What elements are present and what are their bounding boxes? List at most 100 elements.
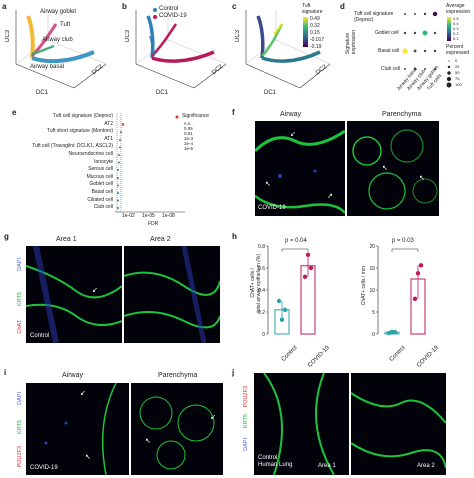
arrow-icon: ↙ [290,131,296,138]
dotplot-leg1-t5: 0.1 [453,36,459,41]
dotplot-leg1-t2: 0.4 [453,21,459,26]
data-point [308,265,314,271]
enrichment-plot [115,113,185,213]
enrich-row: Mucous cell [86,173,113,180]
dotplot-legend1-title: Average expression [446,3,471,15]
panel-letter-h: h [232,232,237,241]
channel-g-chat: ChAT [17,320,23,334]
dotplot-leg1-t4: 0.2 [453,31,459,36]
dotplot-dots [402,11,438,71]
arrow-icon: ↗ [327,193,333,200]
panel-i-covid-label: COVID-19 [30,465,58,471]
data-point [305,252,311,257]
h-left-x-covid: COVID-19 [307,345,331,369]
arrow-icon: ↖ [145,438,151,445]
enrich-row: Serous cell [88,166,113,173]
label-airway-goblet: Airway goblet [40,9,77,15]
data-point [302,274,308,279]
h-left-ylabel: ChAT+ cells / total airway epithelium (%… [250,254,262,313]
data-point [282,307,288,312]
enrichment-row-labels: Tuft cell signature (Deprez) AT2 Tuft sh… [0,113,113,212]
panel-letter-e: e [12,108,17,117]
y-tick-label: 0.8 [258,244,265,250]
arrow-icon: ↖ [85,454,91,461]
micrograph-j-area2 [351,373,446,475]
data-point [276,298,282,304]
arrow-icon: ↙ [92,287,98,294]
axis-a-dc1: DC1 [36,90,49,96]
h-left-pvalue: p = 0.04 [285,238,307,244]
panel-f-covid-label: COVID-19 [258,205,286,211]
axis-a-dc3: DC3 [5,30,11,43]
legend-b-covid: COVID-19 [159,13,187,19]
enrich-row: Tuft cell signature (Deprez) [52,113,113,119]
arrow-icon: ↙ [210,414,216,421]
data-point [415,271,421,276]
legend-b-control-marker [153,8,157,12]
legend-c-tick-4: -0.017 [310,37,325,43]
h-right-ylabel: ChAT+ cells / mm [361,266,367,306]
panel-letter-i: i [4,368,7,377]
significance-bracket [281,248,309,252]
dotplot-leg2-t4: 75 [455,76,460,81]
channel-g-krt5: KRT5 [17,292,23,306]
enrich-row: AT2 [104,120,113,127]
channel-i-pou2f3: POU2F3 [17,446,23,468]
panel-h-bars: 0 0.2 0.4 0.6 0.8 0 5 10 15 20 [258,244,426,338]
arrow-icon: ↖ [265,181,271,188]
label-tuft: Tuft [60,22,71,28]
h-right-x-covid: COVID-19 [416,345,440,369]
data-point [392,330,398,335]
panel-letter-c: c [232,2,237,11]
arrow-icon: ↖ [419,175,425,182]
panel-letter-g: g [4,232,9,241]
panel-letter-a: a [2,2,7,11]
data-point [279,317,285,322]
y-tick-label: 10 [369,288,375,294]
y-tick-label: 15 [369,266,375,272]
dotplot-row-basal: Basal cell [378,48,400,54]
legend-c-tick-3: 0.15 [310,30,320,36]
enrich-xtick-2: 1e-05 [142,213,155,219]
dotplot-legend2-dots [446,60,452,88]
panel-c-scatter [245,10,331,89]
panel-b-scatter [135,10,227,89]
panel-letter-d: d [340,2,345,11]
micrograph-i-airway [26,383,129,475]
enrich-row: Tuft short signature (Montoro) [47,128,113,135]
legend-c-colorbar [303,17,308,47]
data-point [418,263,424,268]
enrich-row: Goblet cell [89,181,113,188]
panel-g-title-area2: Area 2 [150,236,171,243]
legend-c-tick-1: 0.49 [310,16,320,22]
dotplot-legend1-colorbar [447,17,451,41]
legend-item: 0.05 [184,126,193,131]
dotplot-ylabel: Signature expression [345,30,357,55]
enrich-xtick-1: 1e-02 [122,213,135,219]
enrich-legend-title: Significance [182,113,209,119]
dotplot-leg2-t2: 25 [455,64,460,69]
enrich-row: AT1 [104,135,113,142]
enrich-row: Neuroendocrine cell [68,150,113,157]
panel-a-scatter [15,10,107,89]
panel-g-title-area1: Area 1 [56,236,77,243]
dotplot-leg2-t1: 0 [455,58,458,63]
dotplot-row-tuft-deprez: Tuft cell signature (Deprez) [354,11,394,23]
micrograph-f-parenchyma [347,121,439,216]
legend-item: 0.01 [184,131,193,136]
panel-letter-b: b [122,2,127,11]
channel-j-dapi: DAPI [243,438,249,451]
micrograph-g-area1 [26,246,122,343]
h-right-pvalue: p = 0.03 [392,238,414,244]
legend-item: 1e-3 [184,136,194,141]
panel-j-area2: Area 2 [417,463,435,469]
channel-i-krt5: KRT5 [17,420,23,434]
enrich-xlabel: FDR [148,221,159,227]
axis-b-dc3: DC3 [125,30,131,43]
channel-j-pou2f3: POU2F3 [243,386,249,408]
panel-letter-f: f [232,108,235,117]
legend-c-tick-5: -0.19 [310,44,322,50]
label-airway-club: Airway club [42,37,73,43]
axis-c-dc1: DC1 [264,90,277,96]
legend-b-covid-marker [153,15,157,19]
